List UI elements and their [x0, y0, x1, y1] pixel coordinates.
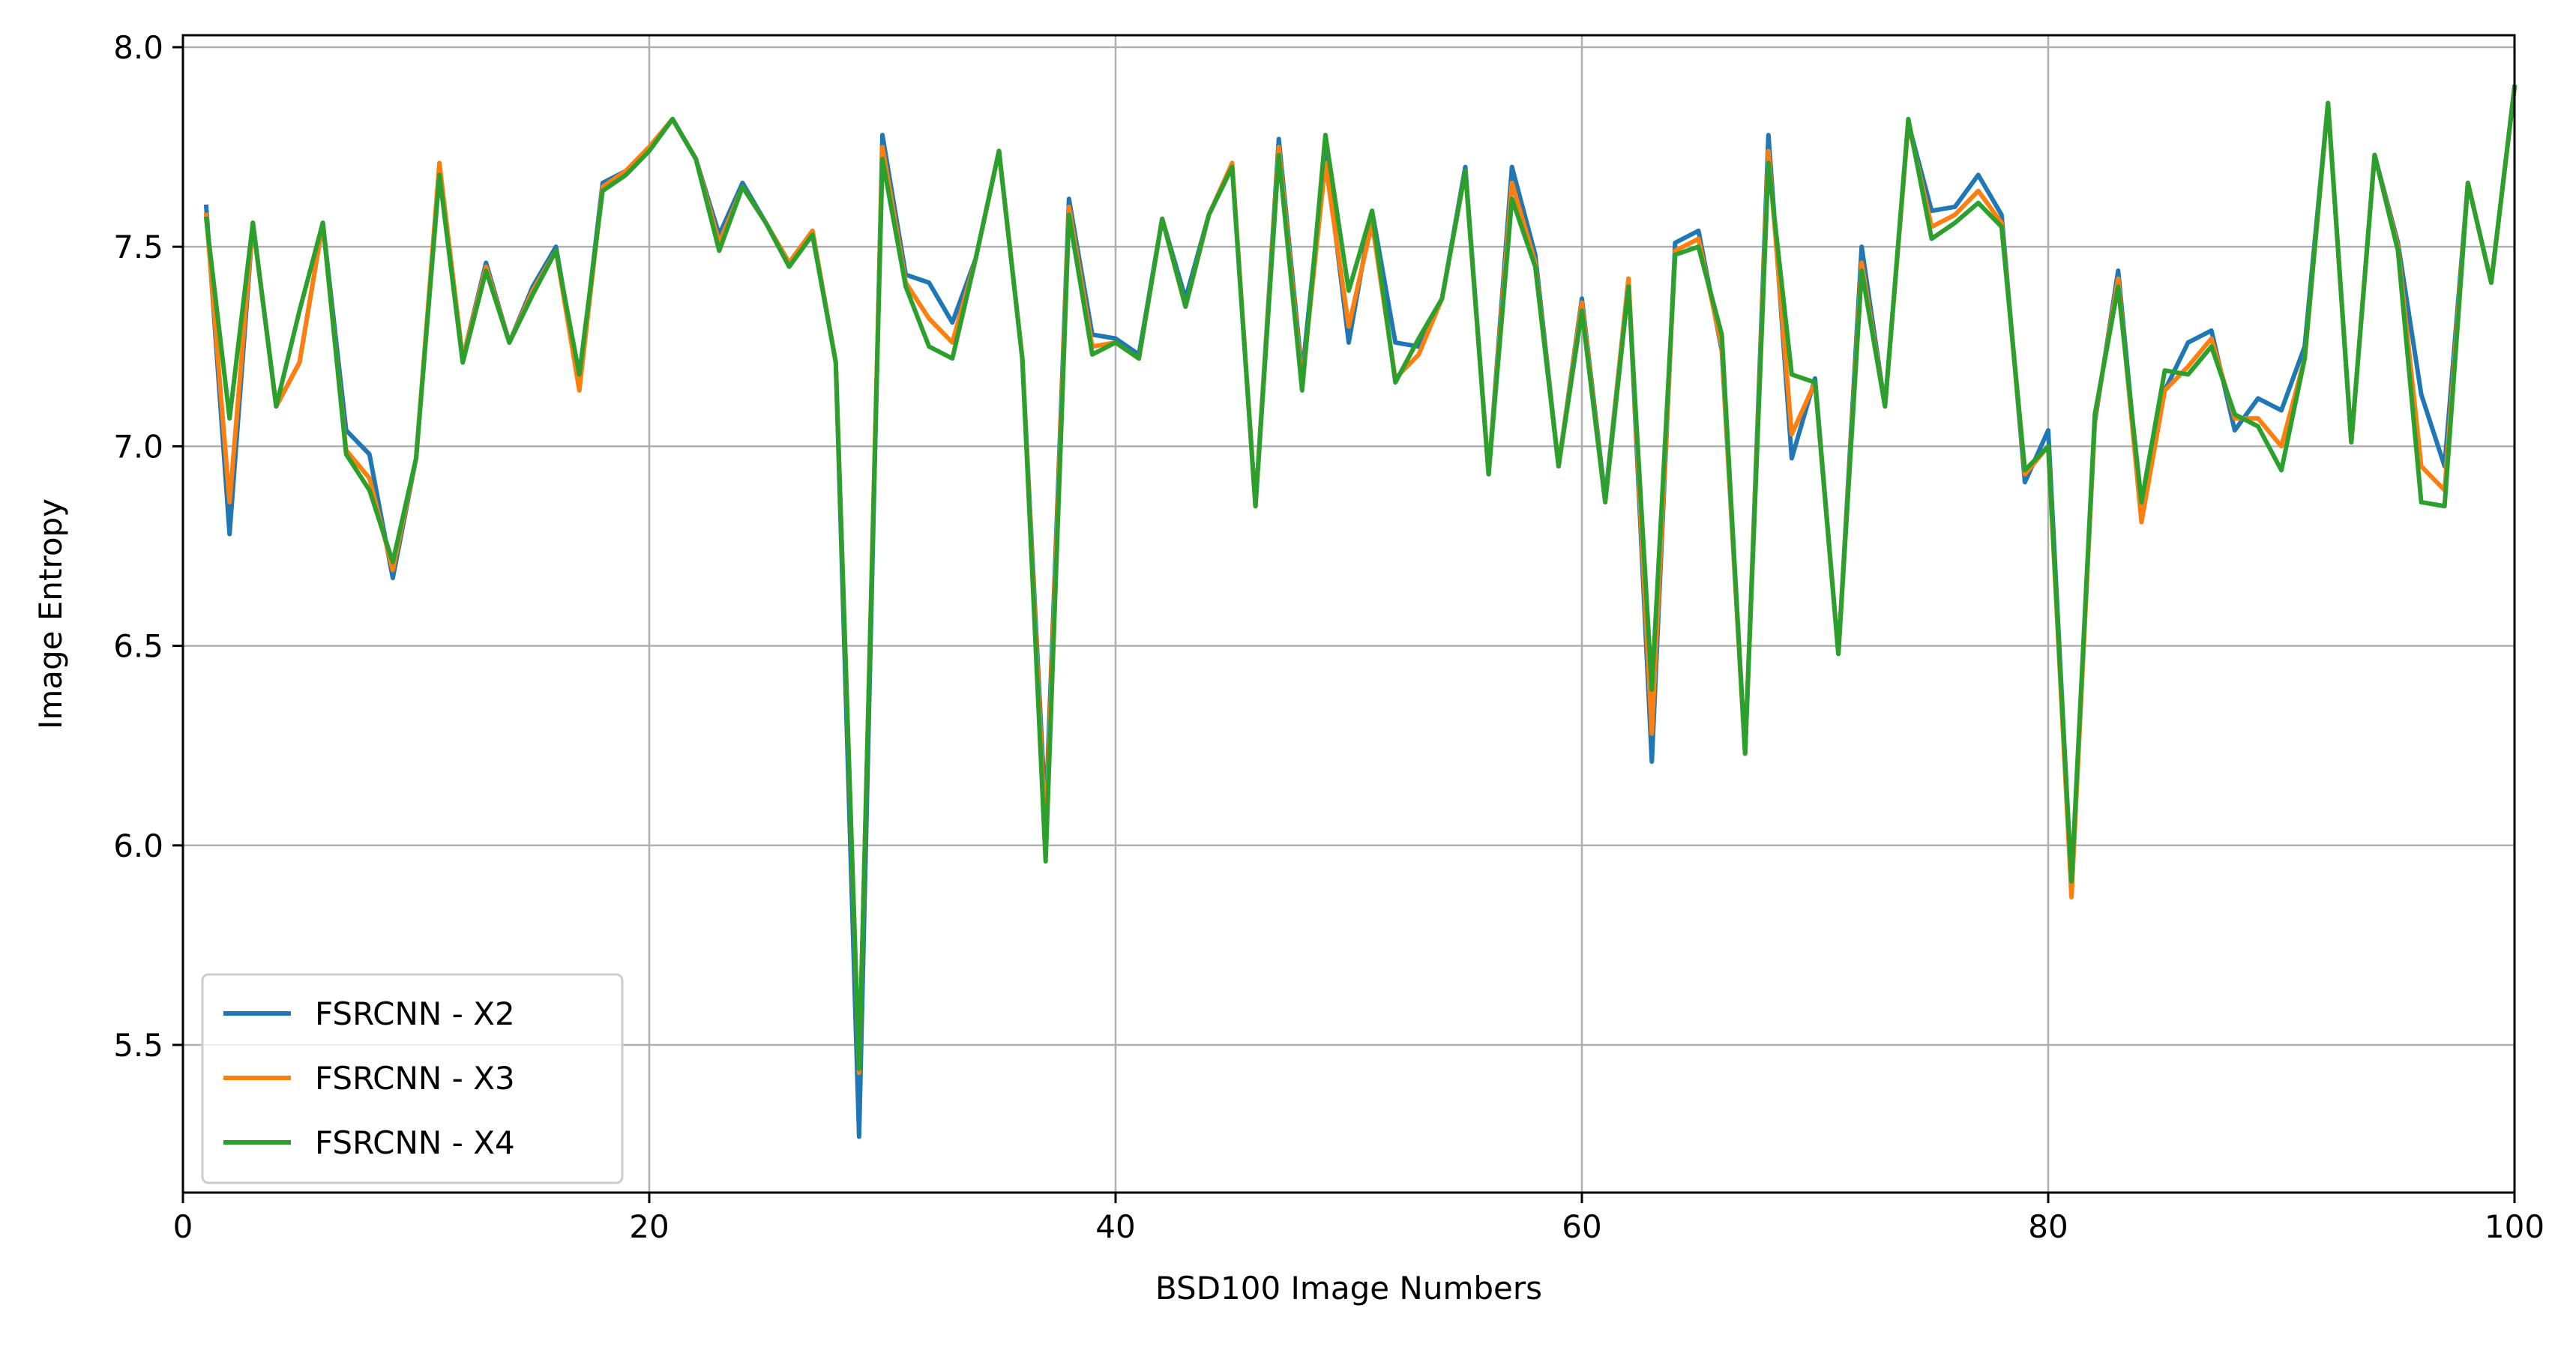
y-tick-label: 8.0	[113, 29, 163, 66]
x-tick-label: 20	[629, 1208, 669, 1245]
grid	[181, 35, 2516, 1193]
x-tick-label: 60	[1562, 1208, 1601, 1245]
legend-entries: FSRCNN - X2 FSRCNN - X3 FSRCNN - X4	[223, 995, 515, 1161]
x-tick-label: 0	[173, 1208, 193, 1245]
y-tick-label: 5.5	[113, 1027, 163, 1064]
series-line-3	[203, 84, 2518, 1071]
x-tick-label: 80	[2028, 1208, 2068, 1245]
legend-box	[201, 973, 624, 1184]
legend-label: FSRCNN - X3	[315, 1060, 515, 1097]
y-tick-label: 7.0	[113, 428, 163, 465]
y-axis-label: Image Entropy	[32, 498, 69, 729]
plot-frame	[181, 34, 2516, 1194]
legend-label: FSRCNN - X2	[315, 995, 515, 1032]
y-tick-label: 6.0	[113, 828, 163, 864]
legend-label: FSRCNN - X4	[315, 1124, 515, 1161]
x-tick-label: 40	[1095, 1208, 1135, 1245]
x-axis-label: BSD100 Image Numbers	[1155, 1270, 1542, 1307]
axis-ticks: 0 20 40 60 80 100 5.5 6.0 6.5 7.0 7.5 8.0	[113, 29, 2545, 1245]
y-tick-label: 7.5	[113, 229, 163, 265]
y-tick-label: 6.5	[113, 628, 163, 665]
series-lines	[203, 84, 2518, 1139]
legend: FSRCNN - X2 FSRCNN - X3 FSRCNN - X4	[201, 973, 624, 1184]
x-tick-label: 100	[2485, 1208, 2545, 1245]
